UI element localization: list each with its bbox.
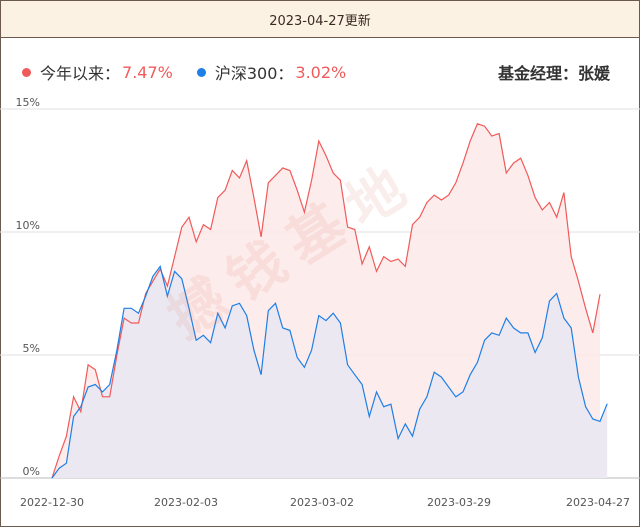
legend-dot-hs300 [196,67,206,77]
legend-label-ytd: 今年以来： [40,64,121,83]
chart-legend: 今年以来： 7.47% 沪深300： 3.02% 基金经理：张媛 [22,60,610,84]
legend-value-ytd: 7.47% [122,62,173,82]
update-date-text: 2023-04-27更新 [269,13,371,29]
update-header: 2023-04-27更新 [1,1,639,38]
series-line-2 [51,265,608,479]
y-tick-label: 5% [23,342,40,355]
x-tick-label: 2023-03-29 [427,496,491,509]
legend-dot-ytd [22,67,31,77]
y-tick-label: 15% [16,96,40,109]
x-tick-label: 2023-03-02 [290,496,354,509]
y-tick-label: 0% [23,465,40,478]
fund-manager-label: 基金经理： [497,64,578,83]
legend-value-hs300: 3.02% [295,62,347,82]
x-tick-label: 2023-02-03 [154,496,218,509]
fund-manager-name: 张媛 [577,64,610,83]
series-line-1 [51,123,601,479]
series-area-2 [52,266,608,478]
y-tick-label: 10% [16,219,40,232]
x-tick-label: 2023-04-27 [566,496,630,509]
x-tick-label: 2022-12-30 [20,496,84,509]
legend-label-hs300: 沪深300： [214,64,294,83]
fund-manager: 基金经理：张媛 [498,60,610,84]
